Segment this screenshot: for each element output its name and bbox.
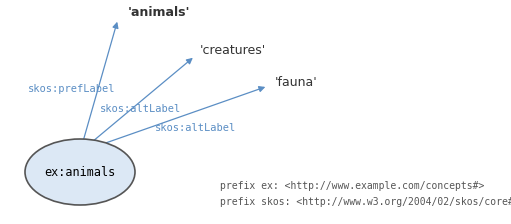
Text: ex:animals: ex:animals bbox=[44, 166, 115, 179]
Ellipse shape bbox=[25, 139, 135, 205]
Text: skos:prefLabel: skos:prefLabel bbox=[28, 84, 115, 94]
Text: skos:altLabel: skos:altLabel bbox=[100, 104, 181, 114]
Text: 'animals': 'animals' bbox=[128, 6, 191, 19]
Text: 'fauna': 'fauna' bbox=[275, 75, 318, 88]
Text: prefix ex: <http://www.example.com/concepts#>: prefix ex: <http://www.example.com/conce… bbox=[220, 181, 484, 191]
Text: skos:altLabel: skos:altLabel bbox=[155, 123, 236, 133]
Text: prefix skos: <http://www.w3.org/2004/02/skos/core#>: prefix skos: <http://www.w3.org/2004/02/… bbox=[220, 197, 511, 207]
Text: 'creatures': 'creatures' bbox=[200, 43, 266, 56]
